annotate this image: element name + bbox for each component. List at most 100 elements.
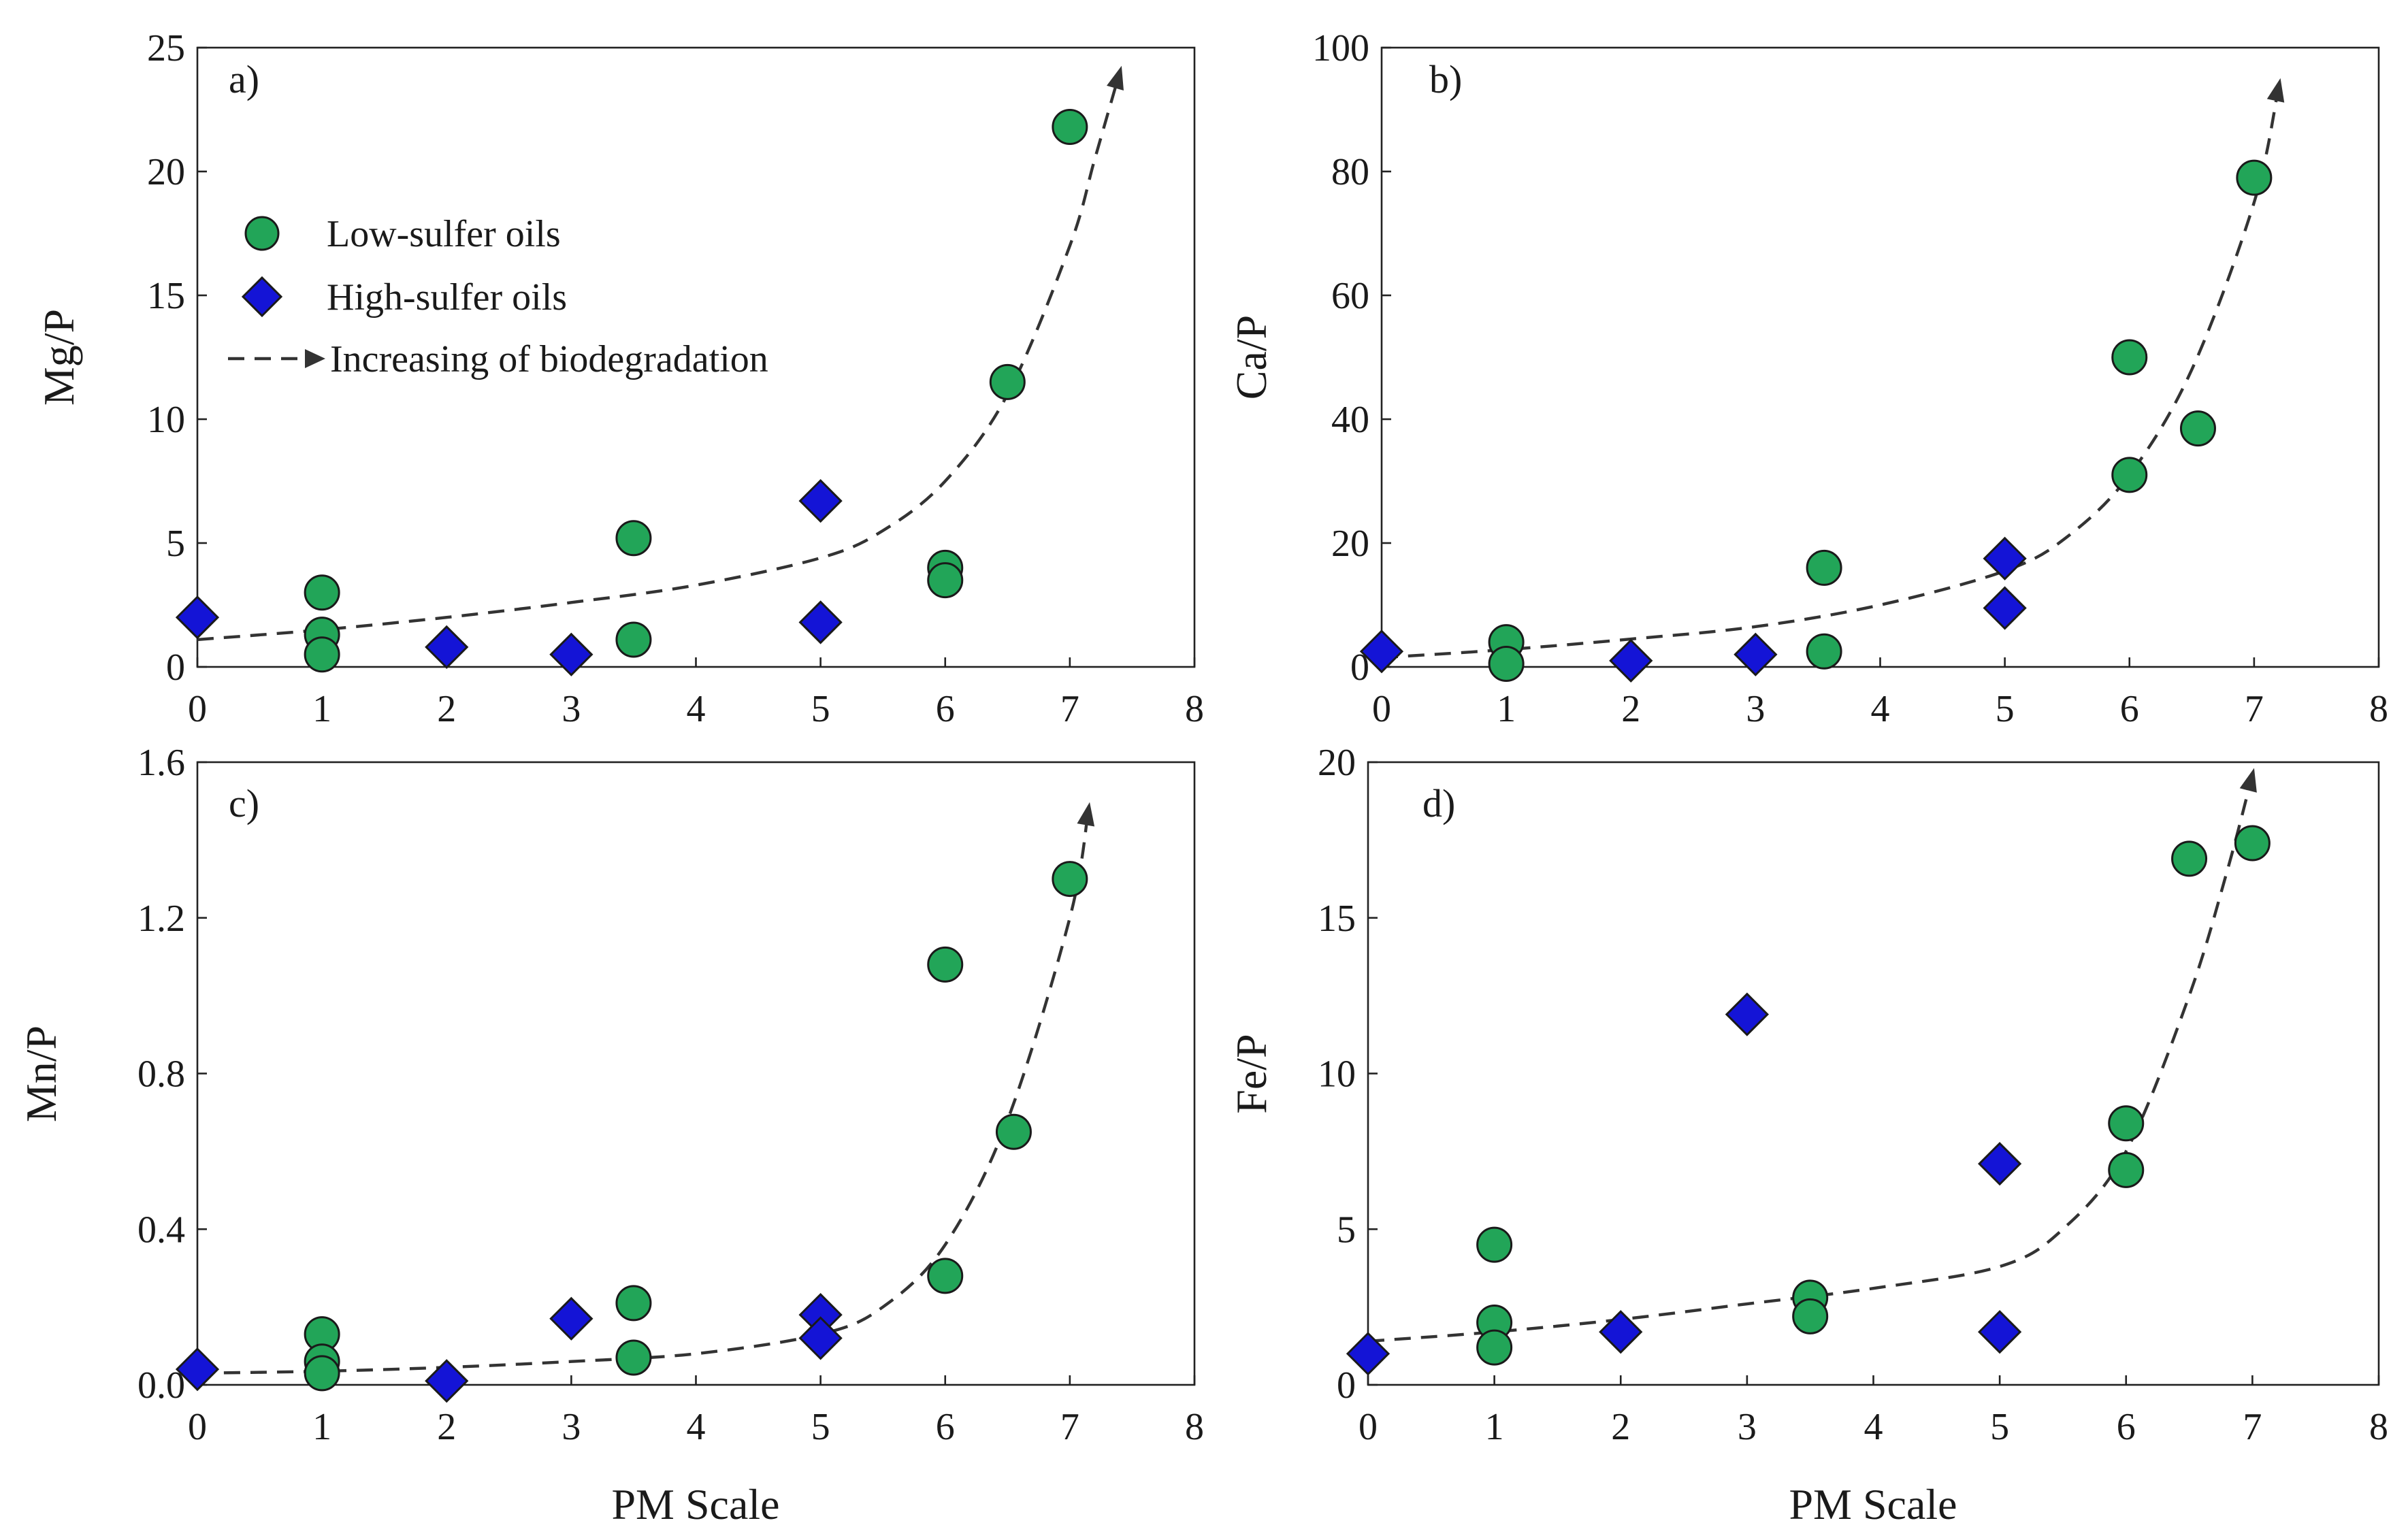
- legend-low-sulfer-marker: [244, 216, 280, 251]
- trend-line-group: [1381, 78, 2285, 659]
- trend-line-group: [197, 65, 1124, 642]
- x-tick-label: 2: [1621, 688, 1640, 730]
- high-sulfer-point: [549, 632, 593, 676]
- y-tick-label: 15: [1318, 898, 1356, 940]
- low-sulfer-point: [1052, 108, 1088, 145]
- low-sulfer-point: [1488, 645, 1525, 682]
- panel-a-mg-p: 0 1 2 3 4 5 6 7 8 0 5 10 15 20 25 a) Mg/P: [35, 27, 1204, 730]
- low-sulfer-point: [927, 946, 964, 983]
- y-axis-label: Ca/P: [1227, 315, 1275, 399]
- low-sulfer-point: [1806, 549, 1842, 586]
- x-tick-label: 5: [811, 1406, 830, 1448]
- x-tick-label: 7: [2243, 1406, 2262, 1448]
- x-tick-label: 6: [936, 1406, 955, 1448]
- high-sulfer-point: [1978, 1310, 2022, 1354]
- x-tick-label: 5: [1990, 1406, 2009, 1448]
- x-tick-label: 2: [437, 1406, 456, 1448]
- high-sulfer-point: [1725, 992, 1769, 1036]
- low-sulfer-point: [1806, 633, 1842, 670]
- legend-arrowhead-icon: [305, 349, 325, 368]
- high-sulfer-point: [1983, 536, 2027, 580]
- panel-c-mn-p: 0 1 2 3 4 5 6 7 8 0.0 0.4 0.8 1.2 1.6 c) Mn/P PM Scal…: [17, 742, 1204, 1528]
- axis-ticks: 0 1 2 3 4 5 6 7 8 0 5 10 15 20 25: [147, 27, 1204, 730]
- y-tick-label: 1.6: [137, 742, 185, 784]
- x-tick-label: 8: [2369, 1406, 2388, 1448]
- x-tick-label: 4: [1864, 1406, 1883, 1448]
- y-tick-label: 40: [1331, 399, 1369, 441]
- high-sulfer-point: [1978, 1142, 2022, 1186]
- x-tick-label: 2: [1611, 1406, 1630, 1448]
- x-tick-label: 8: [1185, 1406, 1204, 1448]
- panel-label: a): [229, 57, 259, 101]
- y-axis-label: Mg/P: [35, 309, 83, 406]
- y-tick-label: 0: [1337, 1364, 1356, 1407]
- y-tick-label: 1.2: [137, 898, 185, 940]
- high-sulfer-point: [798, 478, 843, 523]
- panel-label: d): [1422, 781, 1455, 825]
- high-sulfer-point: [175, 1347, 220, 1392]
- x-tick-label: 6: [2117, 1406, 2136, 1448]
- y-tick-label: 20: [147, 151, 185, 193]
- axis-ticks: 0 1 2 3 4 5 6 7 8 0.0 0.4 0.8 1.2 1.6: [137, 742, 1204, 1448]
- y-tick-label: 80: [1331, 151, 1369, 193]
- low-sulfer-point: [927, 1258, 964, 1294]
- x-tick-label: 3: [562, 1406, 581, 1448]
- x-tick-label: 1: [312, 1406, 331, 1448]
- x-tick-label: 8: [1185, 688, 1204, 730]
- y-tick-label: 60: [1331, 275, 1369, 317]
- high-sulfer-point: [1734, 632, 1778, 676]
- x-tick-label: 0: [188, 688, 207, 730]
- legend-high-sulfer-label: High-sulfer oils: [327, 276, 567, 318]
- y-tick-label: 25: [147, 27, 185, 69]
- low-sulfer-point: [2108, 1151, 2145, 1188]
- x-tick-label: 3: [1746, 688, 1765, 730]
- high-sulfer-point: [798, 600, 843, 644]
- x-tick-label: 7: [2245, 688, 2264, 730]
- data-markers: [1359, 159, 2273, 683]
- legend-high-sulfer-marker: [241, 276, 283, 318]
- x-tick-label: 4: [1871, 688, 1890, 730]
- low-sulfer-point: [2111, 457, 2148, 493]
- x-tick-label: 8: [2369, 688, 2388, 730]
- low-sulfer-point: [927, 562, 964, 599]
- trend-arrowhead-icon: [2266, 78, 2285, 103]
- x-tick-label: 1: [312, 688, 331, 730]
- y-tick-label: 0: [166, 646, 185, 689]
- y-tick-label: 100: [1312, 27, 1369, 69]
- panel-d-fe-p: 0 1 2 3 4 5 6 7 8 0 5 10 15 20 d) Fe/P PM Scale: [1227, 742, 2388, 1528]
- trend-arrowhead-icon: [1077, 802, 1095, 827]
- y-tick-label: 5: [1337, 1209, 1356, 1251]
- trend-line: [197, 71, 1122, 642]
- low-sulfer-point: [615, 621, 652, 658]
- low-sulfer-point: [989, 363, 1026, 400]
- x-tick-label: 7: [1060, 688, 1079, 730]
- high-sulfer-point: [175, 595, 220, 640]
- low-sulfer-point: [615, 520, 652, 557]
- x-tick-label: 4: [687, 1406, 706, 1448]
- low-sulfer-point: [304, 636, 340, 673]
- low-sulfer-point: [995, 1113, 1032, 1150]
- trend-arrowhead-icon: [2239, 768, 2257, 793]
- low-sulfer-point: [2179, 410, 2216, 447]
- x-tick-label: 1: [1485, 1406, 1504, 1448]
- low-sulfer-point: [2111, 339, 2148, 376]
- x-tick-label: 6: [2120, 688, 2139, 730]
- y-tick-label: 20: [1331, 523, 1369, 565]
- high-sulfer-point: [1346, 1332, 1390, 1376]
- x-tick-label: 5: [811, 688, 830, 730]
- low-sulfer-point: [1052, 861, 1088, 898]
- high-sulfer-point: [1359, 629, 1404, 674]
- low-sulfer-point: [1476, 1329, 1513, 1366]
- x-tick-label: 5: [1996, 688, 2015, 730]
- high-sulfer-point: [1599, 1310, 1643, 1354]
- panel-label: c): [229, 781, 259, 825]
- y-tick-label: 10: [1318, 1053, 1356, 1096]
- y-tick-label: 5: [166, 523, 185, 565]
- x-tick-label: 4: [687, 688, 706, 730]
- x-tick-label: 7: [1060, 1406, 1079, 1448]
- trend-line: [1381, 84, 2281, 659]
- low-sulfer-point: [2108, 1105, 2145, 1142]
- y-tick-label: 20: [1318, 742, 1356, 784]
- x-tick-label: 2: [437, 688, 456, 730]
